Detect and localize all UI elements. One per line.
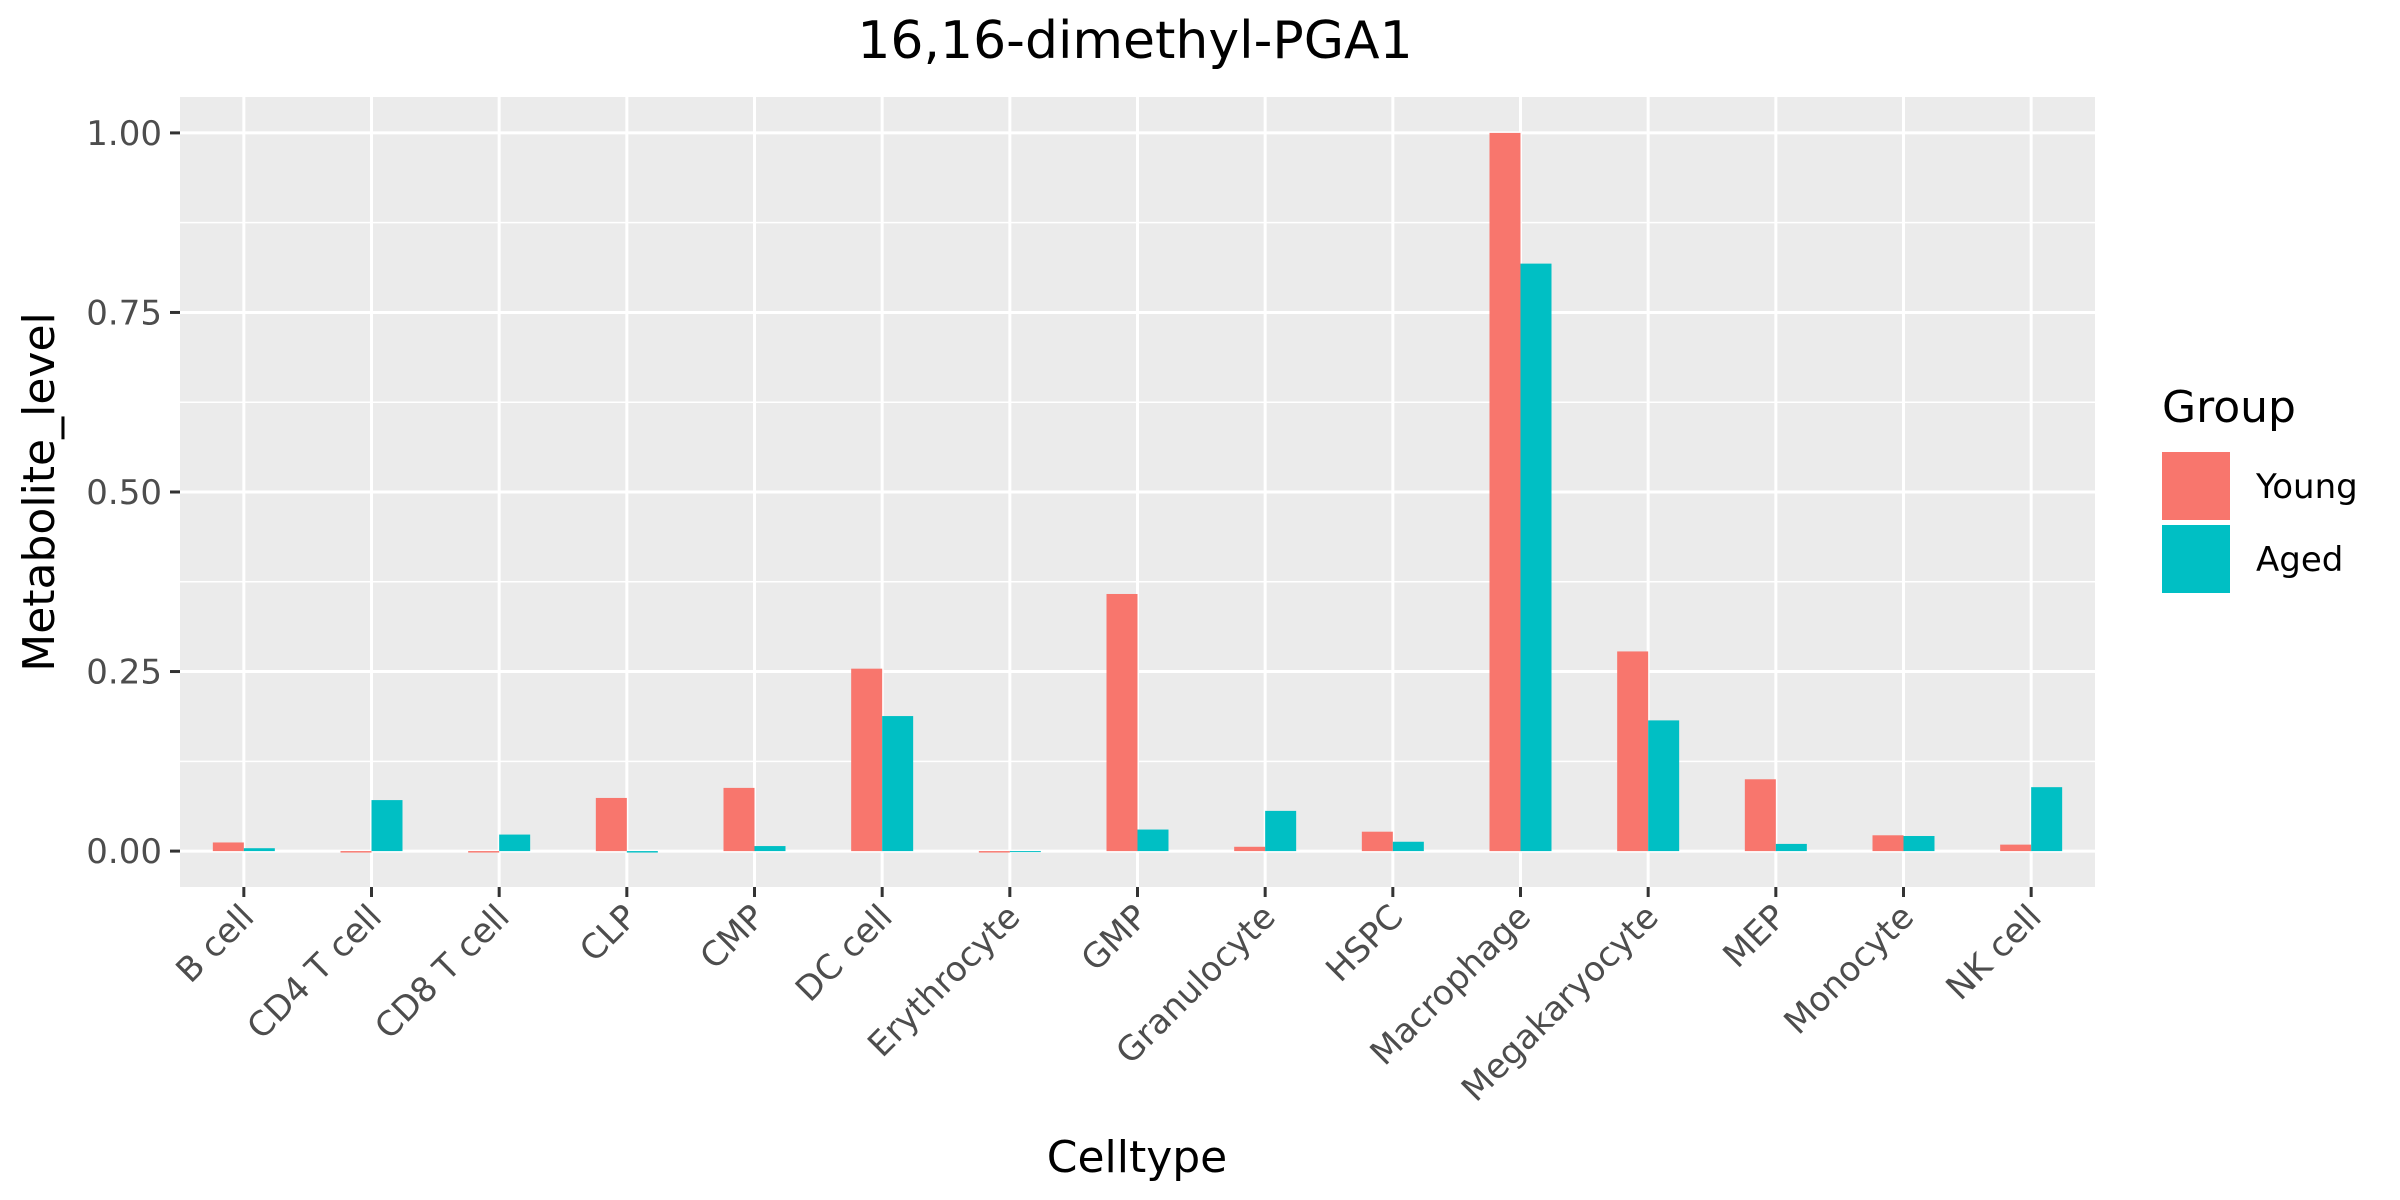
bar-aged-monocyte (1903, 836, 1935, 852)
bar-aged-granulocyte (1265, 810, 1297, 852)
y-tick-label: 0.50 (86, 473, 162, 513)
y-tick-label: 0.00 (86, 832, 162, 872)
x-tick-label: CD8 T cell (367, 897, 517, 1047)
legend-key-young (2162, 452, 2230, 520)
legend: Group Young Aged (2162, 382, 2358, 593)
x-axis-title: Celltype (1047, 1132, 1228, 1183)
x-tick-label: B cell (168, 897, 262, 991)
bar-young-mep (1744, 779, 1776, 852)
bar-young-cd4-t-cell (340, 851, 372, 853)
y-axis: 0.00 0.25 0.50 0.75 1.00 (86, 114, 180, 872)
y-tick-label: 0.25 (86, 653, 162, 693)
bars (212, 132, 2063, 853)
bar-young-hspc (1361, 831, 1393, 852)
bar-young-granulocyte (1234, 846, 1266, 852)
y-tick-label: 0.75 (86, 293, 162, 333)
x-tick-label: MEP (1715, 897, 1794, 976)
bar-young-gmp (1106, 593, 1138, 852)
x-tick-label: GMP (1074, 897, 1156, 979)
chart-title: 16,16-dimethyl-PGA1 (857, 11, 1412, 71)
bar-young-cd8-t-cell (468, 851, 500, 853)
bar-aged-clp (626, 851, 658, 853)
bar-young-clp (595, 797, 627, 852)
x-tick-label: Monocyte (1777, 897, 1922, 1042)
bar-aged-nk-cell (2031, 787, 2063, 852)
bar-aged-cd4-t-cell (371, 800, 403, 852)
y-axis-title: Metabolite_level (14, 312, 65, 672)
bar-aged-megakaryocyte (1648, 720, 1680, 852)
x-tick-label: CLP (572, 897, 645, 970)
legend-key-aged (2162, 525, 2230, 593)
bar-aged-gmp (1137, 829, 1169, 852)
bar-young-nk-cell (2000, 844, 2032, 852)
legend-title: Group (2162, 382, 2296, 433)
bar-aged-b-cell (243, 848, 275, 852)
bar-young-dc-cell (851, 668, 883, 852)
bar-aged-macrophage (1520, 263, 1552, 852)
legend-label-aged: Aged (2256, 540, 2343, 580)
bar-aged-mep (1775, 843, 1807, 852)
y-tick-label: 1.00 (86, 114, 162, 154)
x-tick-label: NK cell (1938, 897, 2049, 1008)
x-tick-label: HSPC (1318, 897, 1411, 990)
x-tick-label: DC cell (788, 897, 901, 1010)
x-tick-label: CMP (693, 897, 773, 977)
x-tick-label: CD4 T cell (240, 897, 390, 1047)
bar-aged-dc-cell (882, 716, 914, 852)
bar-young-macrophage (1489, 132, 1521, 852)
bar-young-erythrocyte (978, 851, 1010, 853)
bar-young-cmp (723, 787, 755, 852)
bar-young-b-cell (212, 842, 244, 852)
bar-aged-cd8-t-cell (499, 834, 531, 852)
legend-label-young: Young (2255, 467, 2358, 507)
bar-aged-hspc (1392, 841, 1424, 852)
bar-aged-erythrocyte (1009, 851, 1041, 853)
bar-aged-cmp (754, 846, 786, 852)
bar-young-monocyte (1872, 835, 1904, 852)
bar-young-megakaryocyte (1617, 651, 1649, 852)
